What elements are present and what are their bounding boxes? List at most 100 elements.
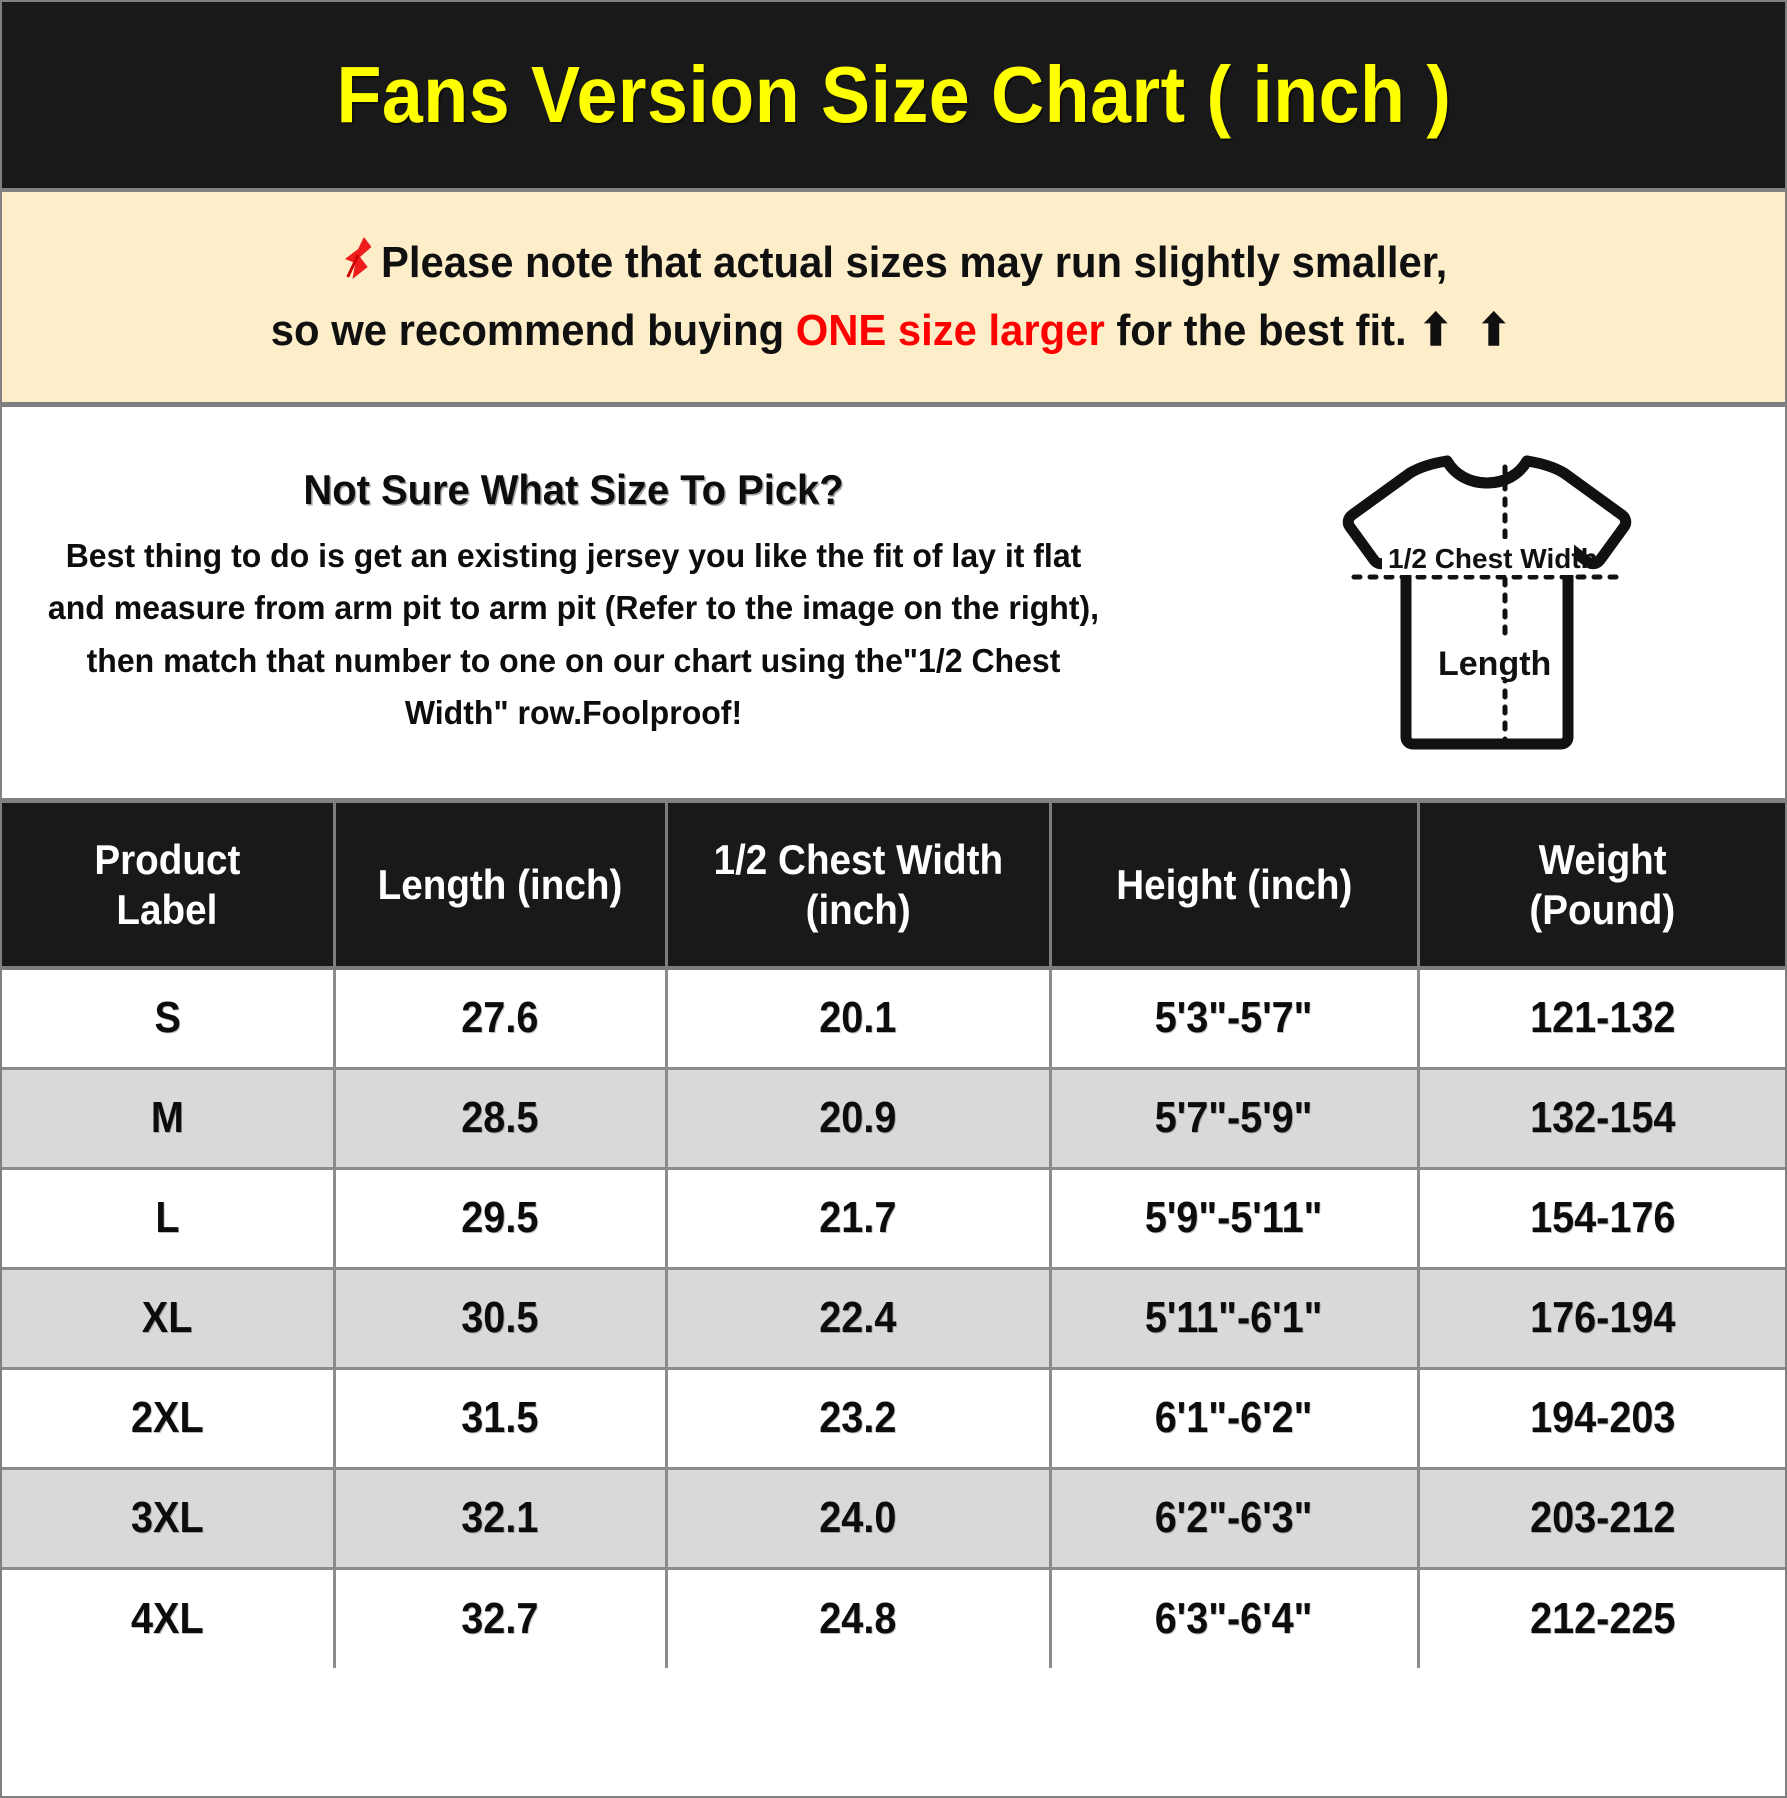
cell-text: L xyxy=(155,1193,180,1242)
arrow-up-icon: ⬆ ⬆ xyxy=(1417,306,1517,355)
note-text-2-suffix: for the best fit. xyxy=(1104,306,1418,355)
header-line: (Pound) xyxy=(1529,885,1676,933)
cell-text: 20.9 xyxy=(819,1093,897,1142)
table-header: Product Label Length (inch) 1/2 Chest Wi… xyxy=(2,803,1785,970)
cell-weight: 154-176 xyxy=(1418,1168,1785,1270)
cell-text: 22.4 xyxy=(819,1293,897,1342)
cell-text: 27.6 xyxy=(461,993,539,1043)
cell-half-chest: 22.4 xyxy=(666,1268,1052,1370)
header-line: Weight xyxy=(1538,835,1667,883)
table-row: 3XL 32.1 24.0 6'2"-6'3" 203-212 xyxy=(2,1468,1785,1570)
cell-text: 32.7 xyxy=(461,1593,539,1643)
table-row: L 29.5 21.7 5'9"-5'11" 154-176 xyxy=(2,1168,1785,1270)
cell-text: 203-212 xyxy=(1529,1493,1675,1542)
title-bar: Fans Version Size Chart ( inch ) xyxy=(2,2,1785,192)
cell-length: 32.1 xyxy=(334,1468,668,1570)
table-body: S 27.6 20.1 5'3"-5'7" 121-132 M 28.5 20.… xyxy=(2,968,1785,1668)
cell-product-label: XL xyxy=(2,1268,336,1370)
cell-height: 5'3"-5'7" xyxy=(1050,968,1420,1070)
table-row: 4XL 32.7 24.8 6'3"-6'4" 212-225 xyxy=(2,1568,1785,1668)
column-header-product-label: Product Label xyxy=(2,803,336,970)
cell-text: 20.1 xyxy=(819,993,897,1043)
cell-half-chest: 23.2 xyxy=(666,1368,1052,1470)
tshirt-diagram: 1/2 Chest Width Length xyxy=(1292,437,1682,767)
cell-weight: 203-212 xyxy=(1418,1468,1785,1570)
size-table: Product Label Length (inch) 1/2 Chest Wi… xyxy=(2,803,1785,1668)
cell-product-label: 3XL xyxy=(2,1468,336,1570)
cell-product-label: 4XL xyxy=(2,1568,336,1668)
cell-length: 27.6 xyxy=(334,968,668,1070)
cell-weight: 132-154 xyxy=(1418,1068,1785,1170)
cell-text: 5'11"-6'1" xyxy=(1145,1293,1323,1342)
cell-height: 5'11"-6'1" xyxy=(1050,1268,1420,1370)
column-header-height: Height (inch) xyxy=(1050,803,1420,970)
note-line-1: Please note that actual sizes may run sl… xyxy=(339,231,1448,299)
header-line: Label xyxy=(116,885,218,933)
info-text-block: Not Sure What Size To Pick? Best thing t… xyxy=(2,466,1137,739)
header-line: Length (inch) xyxy=(377,860,623,908)
table-row: XL 30.5 22.4 5'11"-6'1" 176-194 xyxy=(2,1268,1785,1370)
cell-product-label: S xyxy=(2,968,336,1070)
pushpin-icon xyxy=(339,235,379,299)
header-line: Height (inch) xyxy=(1115,860,1353,908)
cell-length: 31.5 xyxy=(334,1368,668,1470)
cell-text: 176-194 xyxy=(1529,1293,1675,1342)
note-text-2-prefix: so we recommend buying xyxy=(270,306,796,355)
column-header-weight: Weight (Pound) xyxy=(1418,803,1785,970)
cell-text: 31.5 xyxy=(461,1393,539,1442)
table-header-row: Product Label Length (inch) 1/2 Chest Wi… xyxy=(2,803,1785,970)
cell-text: 4XL xyxy=(130,1593,204,1643)
cell-half-chest: 20.9 xyxy=(666,1068,1052,1170)
cell-text: 154-176 xyxy=(1529,1193,1675,1242)
cell-text: 5'3"-5'7" xyxy=(1155,993,1313,1043)
page-title: Fans Version Size Chart ( inch ) xyxy=(336,50,1451,139)
cell-text: 5'9"-5'11" xyxy=(1145,1193,1323,1242)
cell-text: S xyxy=(154,993,181,1043)
cell-half-chest: 21.7 xyxy=(666,1168,1052,1270)
cell-text: 212-225 xyxy=(1529,1593,1675,1643)
note-band: Please note that actual sizes may run sl… xyxy=(2,192,1785,407)
cell-height: 5'7"-5'9" xyxy=(1050,1068,1420,1170)
cell-length: 28.5 xyxy=(334,1068,668,1170)
cell-text: 6'1"-6'2" xyxy=(1155,1393,1313,1442)
cell-text: XL xyxy=(141,1293,193,1342)
info-heading: Not Sure What Size To Pick? xyxy=(303,466,844,514)
info-section: Not Sure What Size To Pick? Best thing t… xyxy=(2,407,1785,803)
cell-text: 2XL xyxy=(130,1393,204,1442)
cell-half-chest: 24.0 xyxy=(666,1468,1052,1570)
note-line-2: so we recommend buying ONE size larger f… xyxy=(270,299,1516,363)
cell-text: 30.5 xyxy=(461,1293,539,1342)
cell-text: 194-203 xyxy=(1529,1393,1675,1442)
cell-text: 6'2"-6'3" xyxy=(1155,1493,1313,1542)
note-highlight: ONE size larger xyxy=(795,306,1105,355)
cell-product-label: 2XL xyxy=(2,1368,336,1470)
header-line: Product xyxy=(94,835,241,883)
cell-weight: 176-194 xyxy=(1418,1268,1785,1370)
cell-weight: 121-132 xyxy=(1418,968,1785,1070)
cell-height: 6'3"-6'4" xyxy=(1050,1568,1420,1668)
cell-weight: 194-203 xyxy=(1418,1368,1785,1470)
cell-length: 30.5 xyxy=(334,1268,668,1370)
cell-text: 5'7"-5'9" xyxy=(1155,1093,1313,1142)
cell-text: 3XL xyxy=(130,1493,204,1542)
cell-length: 32.7 xyxy=(334,1568,668,1668)
cell-text: 21.7 xyxy=(819,1193,897,1242)
cell-half-chest: 24.8 xyxy=(666,1568,1052,1668)
cell-text: 29.5 xyxy=(461,1193,539,1242)
info-body: Best thing to do is get an existing jers… xyxy=(47,537,1100,731)
cell-height: 6'2"-6'3" xyxy=(1050,1468,1420,1570)
length-label: Length xyxy=(1438,645,1551,683)
cell-text: 24.0 xyxy=(819,1493,897,1542)
cell-half-chest: 20.1 xyxy=(666,968,1052,1070)
table-row: S 27.6 20.1 5'3"-5'7" 121-132 xyxy=(2,968,1785,1070)
header-line: (inch) xyxy=(805,885,911,933)
cell-text: 6'3"-6'4" xyxy=(1155,1593,1313,1643)
cell-height: 5'9"-5'11" xyxy=(1050,1168,1420,1270)
cell-text: 24.8 xyxy=(819,1593,897,1643)
cell-product-label: M xyxy=(2,1068,336,1170)
table-row: M 28.5 20.9 5'7"-5'9" 132-154 xyxy=(2,1068,1785,1170)
cell-text: 28.5 xyxy=(461,1093,539,1142)
chest-width-label: 1/2 Chest Width xyxy=(1388,543,1598,574)
cell-length: 29.5 xyxy=(334,1168,668,1270)
